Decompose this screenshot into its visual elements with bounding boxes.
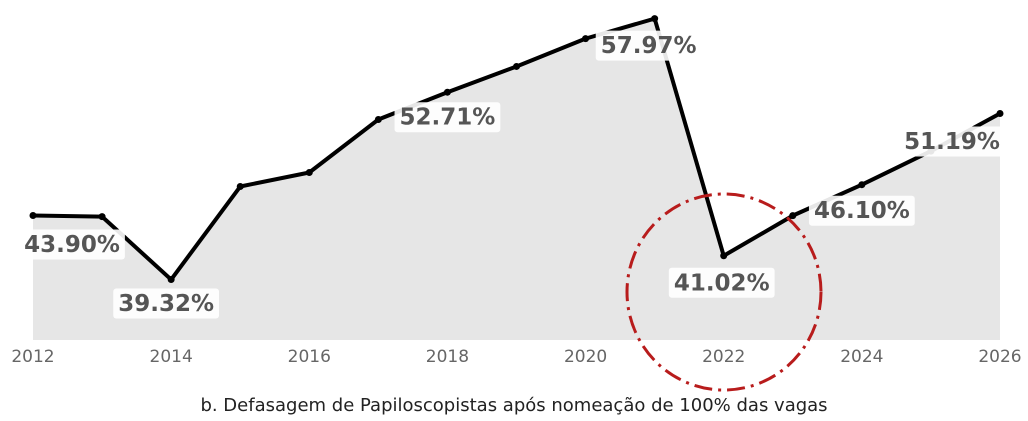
point: [513, 62, 520, 70]
value-label: 39.32%: [118, 291, 214, 317]
value-label: 46.10%: [814, 198, 910, 224]
caption: b. Defasagem de Papiloscopistas após nom…: [200, 395, 827, 416]
value-label: 52.71%: [400, 105, 496, 131]
value-label: 41.02%: [674, 270, 770, 296]
label-bg: [899, 126, 1005, 157]
x-tick-label: 2026: [978, 347, 1021, 367]
value-label: 57.97%: [601, 33, 697, 59]
x-tick-label: 2014: [150, 347, 193, 367]
point: [236, 183, 244, 191]
label-bg: [113, 288, 220, 319]
point: [305, 169, 313, 177]
point: [29, 211, 37, 219]
point: [582, 35, 590, 43]
x-tick-label: 2012: [11, 347, 54, 367]
point: [98, 213, 106, 221]
point: [167, 276, 175, 284]
x-tick-label: 2016: [288, 347, 331, 367]
x-tick-label: 2024: [840, 347, 883, 367]
point: [651, 15, 659, 23]
label-bg: [394, 102, 501, 133]
value-label: 51.19%: [904, 129, 1000, 155]
point: [858, 181, 866, 189]
value-label: 43.90%: [24, 232, 120, 258]
x-tick-label: 2022: [702, 347, 745, 367]
x-tick-label: 2020: [564, 347, 607, 367]
point: [789, 212, 797, 220]
label-bg: [19, 229, 125, 260]
point: [374, 115, 382, 123]
x-tick-label: 2018: [426, 347, 469, 367]
label-bg: [668, 267, 775, 298]
label-bg: [808, 195, 915, 226]
label-bg: [595, 30, 702, 61]
area: [33, 18, 1000, 341]
highlight-circle: [625, 192, 823, 392]
point: [996, 109, 1004, 117]
point: [720, 252, 728, 260]
point: [443, 88, 451, 96]
